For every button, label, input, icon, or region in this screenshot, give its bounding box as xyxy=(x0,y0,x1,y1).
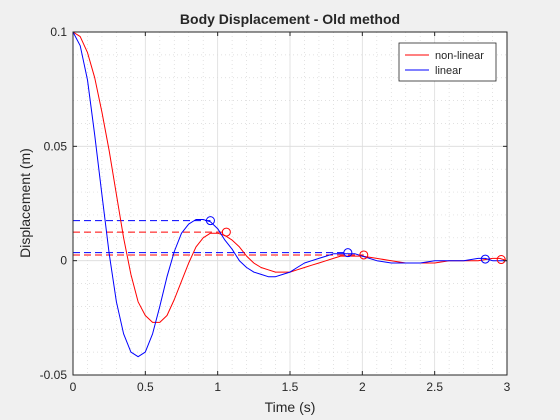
y-tick-label: -0.05 xyxy=(40,368,68,382)
legend-box xyxy=(398,42,497,82)
data-layer xyxy=(72,31,508,358)
peak-marker xyxy=(343,248,353,258)
x-axis-label: Time (s) xyxy=(265,399,316,415)
chart-title: Body Displacement - Old method xyxy=(180,11,400,27)
y-tick-label: 0.05 xyxy=(44,139,68,153)
x-tick-label: 0 xyxy=(70,380,77,394)
peak-marker xyxy=(205,216,215,226)
x-tick-label: 2.5 xyxy=(426,380,443,394)
y-tick-label: 0.1 xyxy=(50,25,67,39)
peak-marker xyxy=(359,250,369,260)
peak-marker xyxy=(480,254,490,264)
x-tick-label: 1 xyxy=(214,380,221,394)
x-tick-label: 2 xyxy=(359,380,366,394)
legend-label-non-linear: non-linear xyxy=(435,50,484,62)
peak-marker xyxy=(221,227,231,237)
x-tick-label: 3 xyxy=(504,380,511,394)
series-line-linear xyxy=(72,31,507,358)
legend: non-linear linear xyxy=(398,42,497,82)
legend-label-linear: linear xyxy=(435,65,462,77)
x-tick-label: 0.5 xyxy=(137,380,154,394)
y-tick-label: 0 xyxy=(60,254,67,268)
x-tick-label: 1.5 xyxy=(282,380,299,394)
y-axis-label: Displacement (m) xyxy=(17,148,33,258)
peak-marker xyxy=(496,255,506,265)
series-line-non-linear xyxy=(72,31,508,323)
